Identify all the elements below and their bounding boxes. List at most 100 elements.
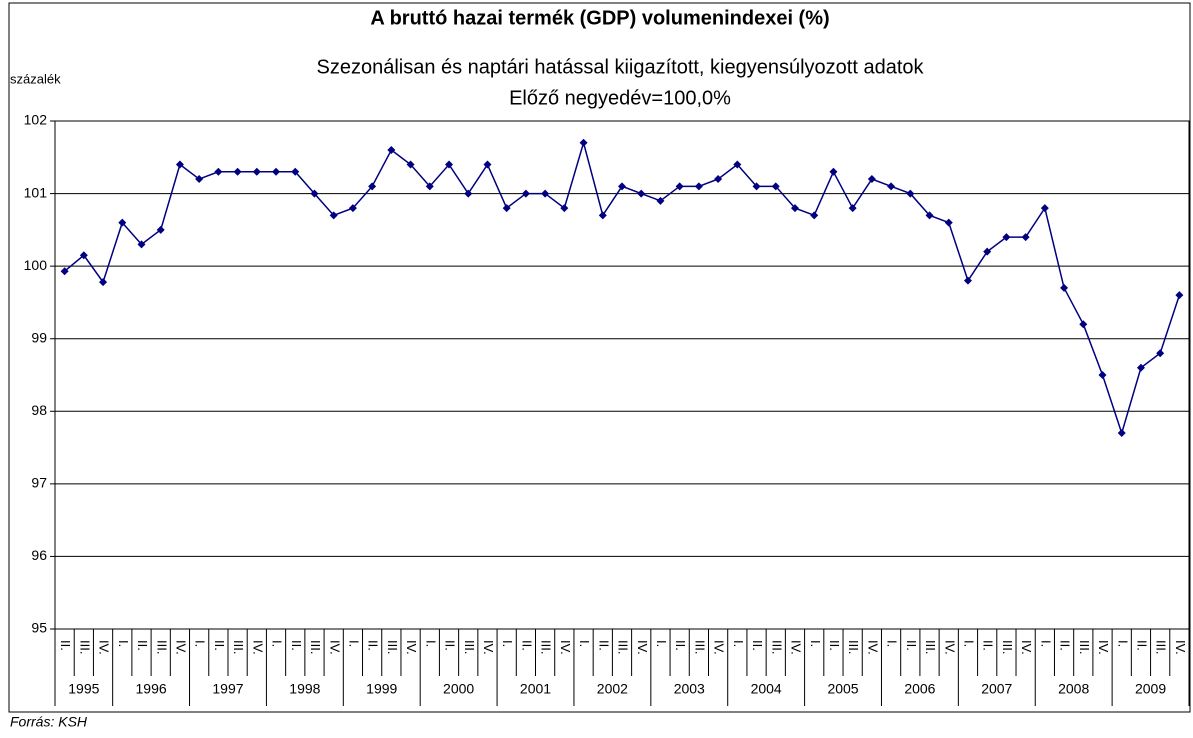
x-tick-label: III. xyxy=(1154,640,1169,654)
y-tick-label: 99 xyxy=(31,329,47,345)
x-group-label: 1997 xyxy=(212,681,243,697)
marker xyxy=(637,189,646,198)
x-tick-label: II. xyxy=(366,640,381,651)
marker xyxy=(521,189,530,198)
x-tick-label: IV. xyxy=(865,640,880,655)
y-tick-label: 101 xyxy=(24,184,48,200)
x-tick-label: III. xyxy=(692,640,707,654)
x-tick-label: II. xyxy=(904,640,919,651)
marker xyxy=(1156,349,1165,358)
x-group-label: 2001 xyxy=(520,681,551,697)
marker xyxy=(1098,371,1107,379)
x-tick-label: IV. xyxy=(1096,640,1111,655)
x-tick-label: I. xyxy=(270,640,285,647)
marker xyxy=(906,189,915,198)
x-group-label: 1998 xyxy=(289,681,320,697)
x-tick-label: III. xyxy=(231,640,246,654)
y-tick-label: 102 xyxy=(24,112,48,128)
marker xyxy=(233,167,242,176)
x-tick-label: II. xyxy=(443,640,458,651)
marker xyxy=(560,204,569,213)
source: Forrás: KSH xyxy=(10,714,88,730)
marker xyxy=(118,218,127,227)
x-tick-label: IV. xyxy=(635,640,650,655)
marker xyxy=(983,247,992,256)
marker xyxy=(502,204,511,213)
marker xyxy=(425,182,434,191)
x-tick-label: II. xyxy=(750,640,765,651)
x-group-label: 1999 xyxy=(366,681,397,697)
x-group-label: 2007 xyxy=(981,681,1012,697)
x-tick-label: III. xyxy=(769,640,784,654)
marker xyxy=(483,160,492,169)
x-tick-label: IV. xyxy=(250,640,265,655)
marker xyxy=(752,182,761,191)
marker xyxy=(387,146,396,155)
marker xyxy=(291,167,300,176)
marker xyxy=(1040,204,1049,213)
x-tick-label: II. xyxy=(1135,640,1150,651)
y-tick-label: 96 xyxy=(31,547,47,563)
y-tick-label: 95 xyxy=(31,620,47,636)
x-group-label: 2005 xyxy=(827,681,858,697)
y-tick-label: 98 xyxy=(31,402,47,418)
marker xyxy=(675,182,684,191)
marker xyxy=(887,182,896,191)
x-tick-label: I. xyxy=(116,640,131,647)
chart-title: A bruttó hazai termék (GDP) volumenindex… xyxy=(370,7,829,29)
x-group-label: 1996 xyxy=(136,681,167,697)
marker xyxy=(99,278,108,287)
marker xyxy=(963,276,972,285)
marker xyxy=(618,182,626,191)
marker xyxy=(541,189,550,198)
marker xyxy=(156,225,165,234)
x-tick-label: II. xyxy=(289,640,304,651)
marker xyxy=(829,167,838,176)
x-tick-label: IV. xyxy=(789,640,804,655)
x-tick-label: I. xyxy=(1115,640,1130,647)
y-axis-label: százalék xyxy=(10,71,61,86)
x-tick-label: III. xyxy=(154,640,169,654)
x-tick-label: II. xyxy=(212,640,227,651)
x-tick-label: III. xyxy=(846,640,861,654)
x-group-label: 1995 xyxy=(68,681,99,697)
marker xyxy=(368,182,377,191)
x-tick-label: I. xyxy=(962,640,977,647)
marker xyxy=(137,240,146,249)
x-tick-label: IV. xyxy=(173,640,188,655)
x-tick-label: III. xyxy=(616,640,631,654)
x-group-label: 2004 xyxy=(751,681,782,697)
x-tick-label: II. xyxy=(1058,640,1073,651)
marker xyxy=(310,189,319,198)
marker xyxy=(329,211,338,220)
marker xyxy=(445,160,454,169)
x-tick-label: IV. xyxy=(481,640,496,655)
x-tick-label: I. xyxy=(346,640,361,647)
x-tick-label: IV. xyxy=(1019,640,1034,655)
x-tick-label: I. xyxy=(1038,640,1053,647)
marker xyxy=(790,204,799,213)
x-tick-label: III. xyxy=(308,640,323,654)
x-tick-label: II. xyxy=(981,640,996,651)
x-group-label: 2000 xyxy=(443,681,474,697)
x-tick-label: III. xyxy=(539,640,554,654)
marker xyxy=(771,182,780,191)
x-tick-label: I. xyxy=(654,640,669,647)
marker xyxy=(79,251,88,260)
x-tick-label: II. xyxy=(58,640,73,651)
marker xyxy=(175,160,184,169)
x-group-label: 2003 xyxy=(674,681,705,697)
x-tick-label: I. xyxy=(500,640,515,647)
x-tick-label: IV. xyxy=(1173,640,1188,655)
marker xyxy=(1175,291,1184,300)
marker xyxy=(944,218,953,227)
marker xyxy=(252,167,261,176)
y-tick-label: 100 xyxy=(24,257,48,273)
x-tick-label: IV. xyxy=(97,640,112,655)
x-tick-label: II. xyxy=(519,640,534,651)
marker xyxy=(1136,363,1145,372)
marker xyxy=(867,175,876,184)
marker xyxy=(925,211,934,220)
x-tick-label: IV. xyxy=(327,640,342,655)
